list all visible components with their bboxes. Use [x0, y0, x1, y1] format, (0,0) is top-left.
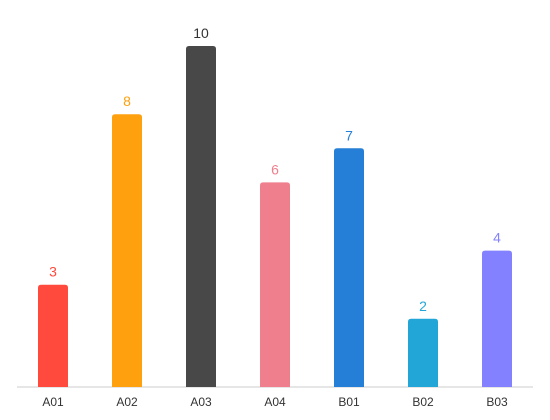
x-tick-label-b01: B01 — [338, 395, 360, 409]
bar-a02 — [112, 114, 142, 387]
value-label-b03: 4 — [493, 230, 501, 246]
bar-b03 — [482, 250, 512, 387]
x-tick-label-a01: A01 — [42, 395, 64, 409]
bar-a04 — [260, 182, 290, 387]
value-label-a02: 8 — [123, 93, 131, 109]
x-tick-label-a02: A02 — [116, 395, 138, 409]
x-tick-label-b03: B03 — [486, 395, 508, 409]
bar-a01 — [38, 284, 68, 387]
x-tick-label-a04: A04 — [264, 395, 286, 409]
value-labels-group: 3 8 10 6 7 2 4 — [49, 25, 501, 314]
value-label-a03: 10 — [193, 25, 209, 41]
x-tick-labels-group: A01 A02 A03 A04 B01 B02 B03 — [42, 395, 508, 409]
bars-group — [38, 46, 512, 387]
value-label-a01: 3 — [49, 264, 57, 280]
bar-b01 — [334, 148, 364, 387]
value-label-b02: 2 — [419, 298, 427, 314]
bar-a03 — [186, 46, 216, 387]
x-tick-label-b02: B02 — [412, 395, 434, 409]
value-label-a04: 6 — [271, 161, 279, 177]
bar-b02 — [408, 318, 438, 387]
x-tick-label-a03: A03 — [190, 395, 212, 409]
value-label-b01: 7 — [345, 127, 353, 143]
